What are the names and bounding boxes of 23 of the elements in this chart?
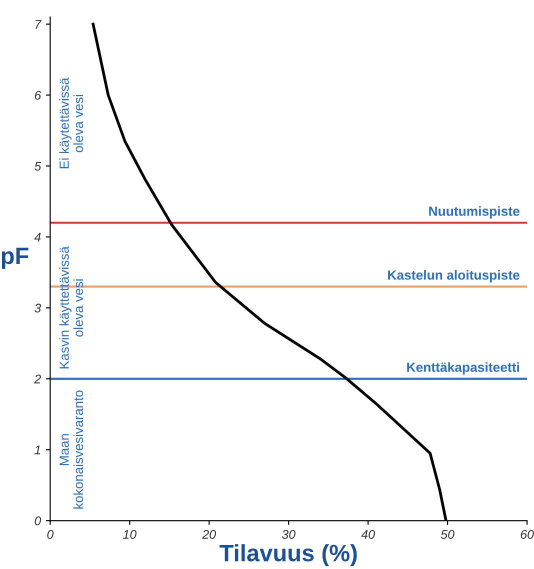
x-tick-label: 30 (282, 530, 296, 539)
x-tick-label: 50 (440, 530, 454, 539)
y-tick-label: 4 (34, 232, 41, 242)
y-tick-label: 1 (34, 446, 40, 454)
x-tick-label: 40 (361, 530, 375, 539)
annotation: Kasvin käyttettävissä oleva vesi (59, 246, 84, 368)
y-tick-label: 6 (34, 90, 42, 100)
ref-line-label: Kastelun aloituspiste (388, 270, 520, 282)
ref-line-label: Kenttäkapasiteetti (407, 362, 519, 375)
ref-line-label: Nuutumispiste (429, 206, 520, 218)
x-tick-label: 60 (520, 530, 534, 539)
y-tick-label: 2 (34, 374, 41, 384)
x-axis-title: Tilavuus (%) (220, 544, 357, 566)
y-tick-label: 5 (34, 162, 42, 171)
y-axis-title: pF (2, 248, 28, 269)
annotation: Maan kokonaisvesivaranto (60, 390, 84, 509)
x-tick-label: 10 (123, 530, 137, 539)
x-tick-label: 0 (47, 530, 54, 539)
y-tick-label: 3 (34, 304, 42, 313)
y-tick-label: 0 (34, 516, 42, 526)
y-tick-label: 7 (36, 20, 42, 29)
x-tick-label: 20 (202, 530, 216, 539)
annotation: Ei käytettävissä oleva vesi (59, 78, 84, 168)
